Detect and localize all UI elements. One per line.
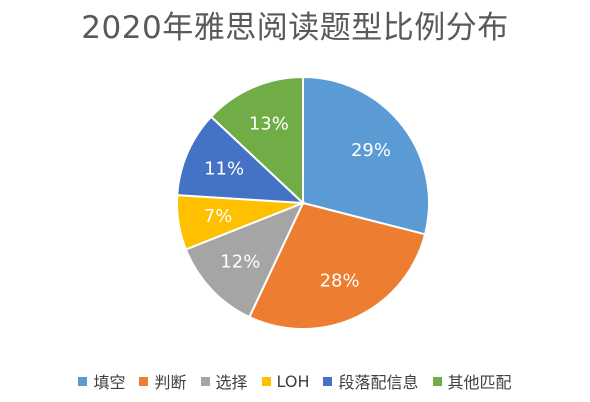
- pie-slice-3: [184, 201, 305, 319]
- legend-label: 段落配信息: [338, 373, 419, 392]
- chart-title: 2020年雅思阅读题型比例分布: [81, 10, 509, 46]
- pie-slice-6: [209, 75, 304, 206]
- legend-swatch: [139, 376, 149, 386]
- slice-label-1: 29%: [351, 140, 391, 161]
- legend-item-4: LOH: [261, 371, 310, 391]
- pie-slice-5: [176, 115, 306, 205]
- legend-label: 其他匹配: [447, 373, 512, 392]
- pie-slice-2: [248, 201, 427, 330]
- legend-swatch: [432, 376, 442, 386]
- legend-swatch: [200, 376, 210, 386]
- slice-label-5: 11%: [204, 158, 244, 179]
- legend-item-2: 判断: [139, 369, 187, 393]
- legend-label: LOH: [276, 371, 310, 391]
- slice-label-4: 7%: [204, 206, 233, 227]
- legend: 填空 判断 选择 LOH 段落配信息 其他匹配: [0, 369, 590, 393]
- legend-swatch: [78, 376, 88, 386]
- legend-label: 选择: [215, 373, 248, 392]
- legend-item-1: 填空: [78, 369, 125, 393]
- legend-label: 填空: [93, 373, 126, 392]
- slice-label-3: 12%: [220, 251, 260, 272]
- legend-item-6: 其他匹配: [432, 369, 512, 393]
- legend-swatch: [323, 376, 333, 386]
- legend-swatch: [261, 376, 271, 386]
- slice-label-2: 28%: [320, 270, 360, 291]
- legend-item-3: 选择: [200, 369, 248, 393]
- pie-slice-1: [302, 75, 430, 236]
- slice-label-6: 13%: [249, 114, 289, 135]
- legend-item-5: 段落配信息: [323, 369, 419, 393]
- legend-label: 判断: [154, 373, 187, 392]
